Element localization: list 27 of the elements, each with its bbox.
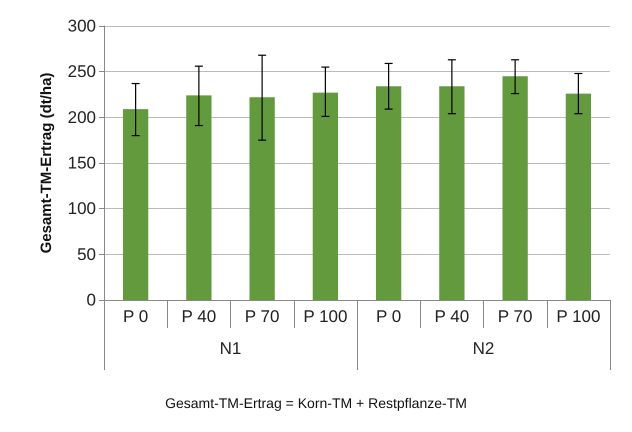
y-tick-label: 200 [68,108,96,127]
bar [502,76,528,300]
text: N1 [220,339,242,358]
x-tick-label: P 100 [303,307,348,326]
bar [312,92,338,300]
y-axis-title: Gesamt-TM-Ertrag (dt/ha) [38,72,55,254]
x-tick-label: P 0 [376,307,402,326]
bar [439,86,465,300]
y-tick-label: 250 [68,62,96,82]
x-tick-label: P 40 [434,307,470,326]
x-tick-label: P 70 [498,307,532,326]
x-tick-label: P 0 [123,307,148,326]
text: N2 [472,339,494,358]
x-tick-label: P 100 [556,307,600,326]
y-tick-label: 50 [77,244,96,264]
y-tick-label: 0 [86,290,96,310]
bar [249,97,275,300]
bar [122,109,148,300]
x-tick-label: P 40 [182,307,216,326]
bar [186,95,212,300]
text: Gesamt-TM-Ertrag = Korn-TM + Restpflanze-TM [165,395,467,411]
y-tick-label: 300 [68,16,96,36]
bar [566,94,592,300]
bar [376,86,402,300]
x-tick-label: P 70 [244,307,280,326]
y-tick-label: 100 [68,199,96,218]
y-tick-label: 150 [68,154,96,172]
